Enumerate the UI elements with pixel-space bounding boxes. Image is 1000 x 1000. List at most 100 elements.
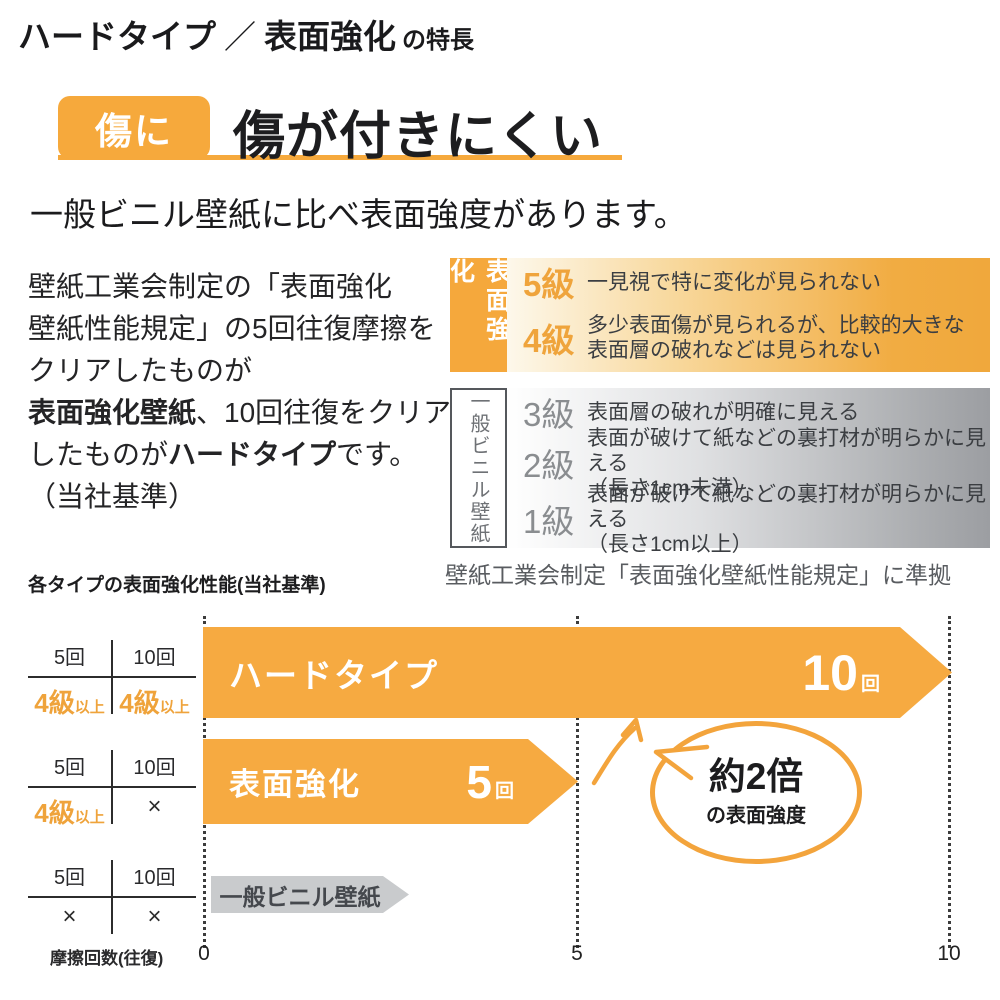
grade-badge: 3級 bbox=[523, 396, 575, 433]
result-cell: 4級以上 bbox=[28, 788, 113, 828]
result-grade-suffix: 以上 bbox=[159, 699, 190, 716]
gridline-5 bbox=[576, 616, 579, 948]
desc-line-4: 表面強化壁紙、10回往復をクリア bbox=[28, 392, 468, 434]
bar-label: ハードタイプ bbox=[229, 656, 439, 694]
header-5times: 5回 bbox=[28, 640, 113, 676]
curved-arrow bbox=[591, 725, 638, 786]
x-tick-0: 0 bbox=[198, 942, 210, 965]
x-axis-label: 摩擦回数(往復) bbox=[50, 949, 164, 968]
result-fail-mark: × bbox=[147, 793, 162, 820]
grade-desc-line2: （長さ1cm未満） bbox=[587, 476, 753, 500]
grade-table-general-vinyl-content: 3級 表面層の破れが明確に見える 2級 表面が破けて紙などの裏打材が明らかに見え… bbox=[507, 388, 990, 556]
bubble-sub-text: の表面強度 bbox=[706, 805, 806, 828]
grade-desc: 一見視で特に変化が見られない bbox=[587, 270, 881, 294]
grade-table-surface-strong-content: 5級 一見視で特に変化が見られない 4級 多少表面傷が見られるが、比較的大きな … bbox=[507, 258, 990, 372]
result-grade: 4級 bbox=[34, 688, 75, 718]
grade-row-1: 1級 表面が破けて紙などの裏打材が明らかに見える （長さ1cm以上） bbox=[523, 483, 990, 556]
grade-desc-line2: （長さ1cm以上） bbox=[587, 532, 753, 556]
grade-badge: 1級 bbox=[523, 503, 575, 540]
header-slash: ／ bbox=[224, 19, 257, 55]
description-paragraph: 壁紙工業会制定の「表面強化 壁紙性能規定」の5回往復摩擦を クリアしたものが 表… bbox=[28, 266, 468, 518]
header-title-hard-type: ハードタイプ bbox=[18, 18, 216, 55]
result-cell: 4級以上 bbox=[28, 678, 113, 718]
grade-desc: 表面層の破れが明確に見える bbox=[587, 400, 860, 424]
grade-table-general-vinyl: 一般ビニル壁紙 3級 表面層の破れが明確に見える 2級 表面が破けて紙などの裏打… bbox=[450, 388, 990, 556]
bar-label: 表面強化 bbox=[229, 767, 361, 802]
scratch-badge: 傷に bbox=[58, 96, 210, 159]
grade-row-3: 3級 表面層の破れが明確に見える bbox=[523, 389, 990, 435]
bubble-main-text: 約2倍 bbox=[708, 755, 804, 797]
grade-table-caption: 壁紙工業会制定「表面強化壁紙性能規定」に準拠 bbox=[445, 562, 951, 588]
desc-line-6: （当社基準） bbox=[28, 481, 197, 512]
result-table-hard-type: 5回 10回 4級以上 4級以上 bbox=[28, 640, 196, 718]
hero-subtitle: 一般ビニル壁紙に比べ表面強度があります。 bbox=[30, 196, 687, 233]
desc-line-1: 壁紙工業会制定の「表面強化 bbox=[28, 271, 393, 302]
desc-line-5-pre: したものが bbox=[28, 439, 169, 470]
grade-desc: 表面が破けて紙などの裏打材が明らかに見える （長さ1cm未満） bbox=[587, 426, 990, 501]
result-cell: × bbox=[113, 788, 196, 824]
gridline-10 bbox=[948, 616, 951, 948]
bar-value-number: 5 bbox=[466, 755, 492, 808]
double-strength-bubble: 約2倍 の表面強度 bbox=[650, 721, 862, 864]
chart-title: 各タイプの表面強化性能(当社基準) bbox=[28, 575, 326, 596]
result-grade: 4級 bbox=[34, 798, 75, 828]
hero-underline bbox=[58, 155, 622, 160]
result-cell: × bbox=[28, 898, 113, 934]
grade-badge: 2級 bbox=[523, 447, 575, 484]
header-5times: 5回 bbox=[28, 750, 113, 786]
result-table-values: 4級以上 4級以上 bbox=[28, 678, 196, 718]
result-fail-mark: × bbox=[147, 903, 162, 930]
desc-bold-surface-strong: 表面強化壁紙 bbox=[28, 397, 197, 428]
result-cell: 4級以上 bbox=[113, 678, 196, 718]
result-grade-suffix: 以上 bbox=[74, 699, 105, 716]
page-header: ハードタイプ ／ 表面強化 の特長 bbox=[18, 10, 474, 58]
grade-table-surface-strong-label: 表面強化 bbox=[447, 258, 511, 372]
bar-value-unit: 回 bbox=[494, 780, 514, 802]
result-table-surface-strong: 5回 10回 4級以上 × bbox=[28, 750, 196, 828]
grade-desc: 表面が破けて紙などの裏打材が明らかに見える （長さ1cm以上） bbox=[587, 482, 990, 557]
x-tick-10: 10 bbox=[937, 942, 961, 965]
grade-row-4: 4級 多少表面傷が見られるが、比較的大きな 表面層の破れなどは見られない bbox=[523, 305, 990, 371]
grade-table-general-vinyl-label: 一般ビニル壁紙 bbox=[450, 388, 507, 548]
bar-value-number: 10 bbox=[802, 644, 858, 701]
grade-desc-line1: 表面が破けて紙などの裏打材が明らかに見える bbox=[587, 426, 986, 475]
result-cell: × bbox=[113, 898, 196, 934]
result-table-general-vinyl: 5回 10回 × × bbox=[28, 860, 196, 934]
result-grade: 4級 bbox=[119, 688, 160, 718]
header-suffix: の特長 bbox=[402, 27, 475, 54]
bar-value-unit: 回 bbox=[860, 673, 880, 695]
bar-hard-type: ハードタイプ 10 回 bbox=[203, 627, 952, 718]
result-table-header: 5回 10回 bbox=[28, 860, 196, 898]
result-table-values: 4級以上 × bbox=[28, 788, 196, 828]
grade-badge: 5級 bbox=[523, 266, 575, 303]
x-tick-5: 5 bbox=[571, 942, 583, 965]
grade-desc-line1: 多少表面傷が見られるが、比較的大きな bbox=[587, 314, 965, 337]
result-table-header: 5回 10回 bbox=[28, 750, 196, 788]
desc-line-3: クリアしたものが bbox=[28, 355, 253, 386]
result-grade-suffix: 以上 bbox=[74, 809, 105, 826]
header-title-surface-strong: 表面強化 bbox=[264, 18, 397, 55]
result-fail-mark: × bbox=[62, 903, 77, 930]
header-5times: 5回 bbox=[28, 860, 113, 896]
grade-row-5: 5級 一見視で特に変化が見られない bbox=[523, 259, 990, 305]
desc-line-5: したものがハードタイプです。 bbox=[28, 434, 468, 476]
desc-bold-hard-type: ハードタイプ bbox=[168, 439, 337, 470]
grade-table-surface-strong: 表面強化 5級 一見視で特に変化が見られない 4級 多少表面傷が見られるが、比較… bbox=[447, 258, 990, 372]
bar-value: 5 回 bbox=[466, 759, 514, 805]
header-10times: 10回 bbox=[133, 867, 176, 889]
bar-surface-strong: 表面強化 5 回 bbox=[203, 739, 578, 824]
result-table-header: 5回 10回 bbox=[28, 640, 196, 678]
bar-label: 一般ビニル壁紙 bbox=[219, 883, 381, 910]
grade-desc-line1: 表面が破けて紙などの裏打材が明らかに見える bbox=[587, 482, 986, 531]
grade-badge: 4級 bbox=[523, 322, 575, 359]
grade-row-2: 2級 表面が破けて紙などの裏打材が明らかに見える （長さ1cm未満） bbox=[523, 427, 990, 500]
result-table-values: × × bbox=[28, 898, 196, 934]
desc-line-5-post: です。 bbox=[336, 439, 418, 470]
grade-desc-line2: 表面層の破れなどは見られない bbox=[587, 339, 881, 362]
header-10times: 10回 bbox=[133, 647, 176, 669]
arrowhead-icon bbox=[620, 717, 644, 743]
hero-title: 傷が付きにくい bbox=[233, 108, 603, 166]
bar-value: 10 回 bbox=[802, 648, 880, 698]
desc-line-2: 壁紙性能規定」の5回往復摩擦を bbox=[28, 313, 436, 344]
